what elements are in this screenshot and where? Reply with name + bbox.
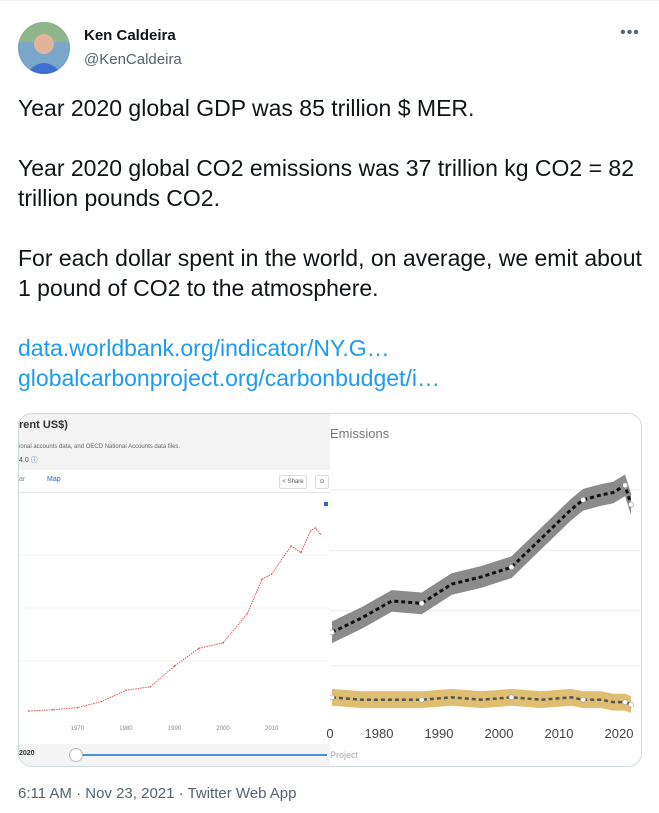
gdp-point xyxy=(197,647,200,650)
gdp-point xyxy=(309,530,312,532)
author-name[interactable]: Ken Caldeira xyxy=(84,27,176,44)
gdp-x-tick: 1970 xyxy=(71,726,85,732)
emissions-point xyxy=(508,564,515,571)
gdp-point xyxy=(27,710,30,712)
x-tick: 2020 xyxy=(604,726,634,741)
emissions-point xyxy=(418,600,425,607)
x-tick: 2010 xyxy=(544,726,574,741)
year-slider-handle[interactable] xyxy=(69,748,83,762)
emissions-chart xyxy=(330,474,641,713)
footer-separator: · xyxy=(174,785,188,802)
author-handle[interactable]: @KenCaldeira xyxy=(84,51,182,68)
x-tick: 0 xyxy=(326,726,334,741)
gdp-x-tick: 1980 xyxy=(119,726,133,732)
year-slider-bar: 2020 xyxy=(19,744,330,766)
gdp-marker-icon xyxy=(324,502,328,506)
gdp-point xyxy=(261,578,263,580)
gdp-point xyxy=(222,641,224,644)
emissions-point xyxy=(418,696,425,703)
tab-chart[interactable]: ar xyxy=(19,476,26,483)
source-app[interactable]: Twitter Web App xyxy=(187,785,297,802)
tweet-paragraph: Year 2020 global CO2 emissions was 37 tr… xyxy=(18,155,641,211)
gdp-screenshot[interactable]: rent US$) ional accounts data, and OECD … xyxy=(19,414,330,766)
emissions-point xyxy=(508,694,515,701)
tweet-body: Year 2020 global GDP was 85 trillion $ M… xyxy=(18,93,644,393)
gdp-point xyxy=(100,700,103,703)
gdp-point xyxy=(319,533,322,535)
timestamp[interactable]: 6:11 AM · Nov 23, 2021 xyxy=(18,785,175,802)
tweet-footer: 6:11 AM · Nov 23, 2021 · Twitter Web App xyxy=(18,785,297,802)
emissions-point xyxy=(330,629,335,636)
fossil-series-line xyxy=(331,483,633,634)
gdp-header: rent US$) ional accounts data, and OECD … xyxy=(19,414,330,470)
gdp-point xyxy=(314,527,317,529)
emissions-screenshot[interactable]: Emissions 0 1980 1990 2000 2010 2020 Pro… xyxy=(326,414,641,766)
gdp-point xyxy=(270,573,273,575)
emissions-point xyxy=(628,701,634,708)
tab-map[interactable]: Map xyxy=(47,476,61,483)
gdp-title: rent US$) xyxy=(19,419,68,431)
emissions-point xyxy=(580,496,586,503)
gdp-point xyxy=(290,545,292,547)
share-label: Share xyxy=(287,479,304,485)
x-tick: 1980 xyxy=(364,726,394,741)
license-text: 4.0 xyxy=(19,457,29,464)
emissions-point xyxy=(622,482,628,489)
gdp-x-tick: 1990 xyxy=(168,726,182,732)
carbonproject-link[interactable]: globalcarbonproject.org/carbonbudget/i… xyxy=(18,365,440,391)
gdp-tabs: ar Map < Share ⊙ xyxy=(19,472,330,493)
gdp-license: 4.0 ⓘ xyxy=(19,455,38,465)
paragraph-gap xyxy=(18,123,644,153)
share-icon: < xyxy=(282,479,286,485)
tweet-paragraph: For each dollar spent in the world, on a… xyxy=(18,245,649,301)
land-series-line xyxy=(331,696,632,706)
gdp-subtitle: ional accounts data, and OECD National A… xyxy=(19,444,181,450)
tweet-paragraph: Year 2020 global GDP was 85 trillion $ M… xyxy=(18,95,475,121)
emissions-title: Emissions xyxy=(330,426,390,441)
year-label: 2020 xyxy=(19,750,35,757)
emissions-point xyxy=(622,699,628,705)
fossil-uncertainty-band xyxy=(332,474,632,644)
gdp-point xyxy=(125,689,127,692)
gdp-x-tick: 2000 xyxy=(216,726,230,732)
gdp-point xyxy=(173,665,176,667)
gdp-x-tick: 2010 xyxy=(265,726,279,732)
avatar-photo xyxy=(18,22,70,74)
paragraph-gap xyxy=(18,213,644,243)
emissions-point xyxy=(580,696,586,703)
gdp-point xyxy=(76,706,79,709)
emissions-point xyxy=(330,694,335,701)
info-button[interactable]: ⊙ xyxy=(315,475,329,489)
tweet-media[interactable]: rent US$) ional accounts data, and OECD … xyxy=(18,413,642,767)
share-button[interactable]: < Share xyxy=(279,475,307,489)
top-divider xyxy=(0,0,659,1)
author-avatar[interactable] xyxy=(18,22,70,74)
emissions-source: Project xyxy=(330,750,359,760)
gdp-point xyxy=(300,551,302,554)
worldbank-link[interactable]: data.worldbank.org/indicator/NY.G… xyxy=(18,335,390,361)
gdp-point xyxy=(52,708,54,711)
year-slider-track[interactable] xyxy=(75,754,327,756)
gdp-chart: 1970 1980 1990 2000 2010 xyxy=(19,502,330,732)
gdp-point xyxy=(149,686,152,688)
more-options-icon[interactable]: ••• xyxy=(620,24,640,41)
gdp-point xyxy=(246,612,249,615)
x-tick: 1990 xyxy=(424,726,454,741)
gdp-series-line xyxy=(28,527,321,712)
x-tick: 2000 xyxy=(484,726,514,741)
emissions-point xyxy=(628,501,634,508)
license-info-icon: ⓘ xyxy=(30,457,38,464)
paragraph-gap xyxy=(18,303,644,333)
